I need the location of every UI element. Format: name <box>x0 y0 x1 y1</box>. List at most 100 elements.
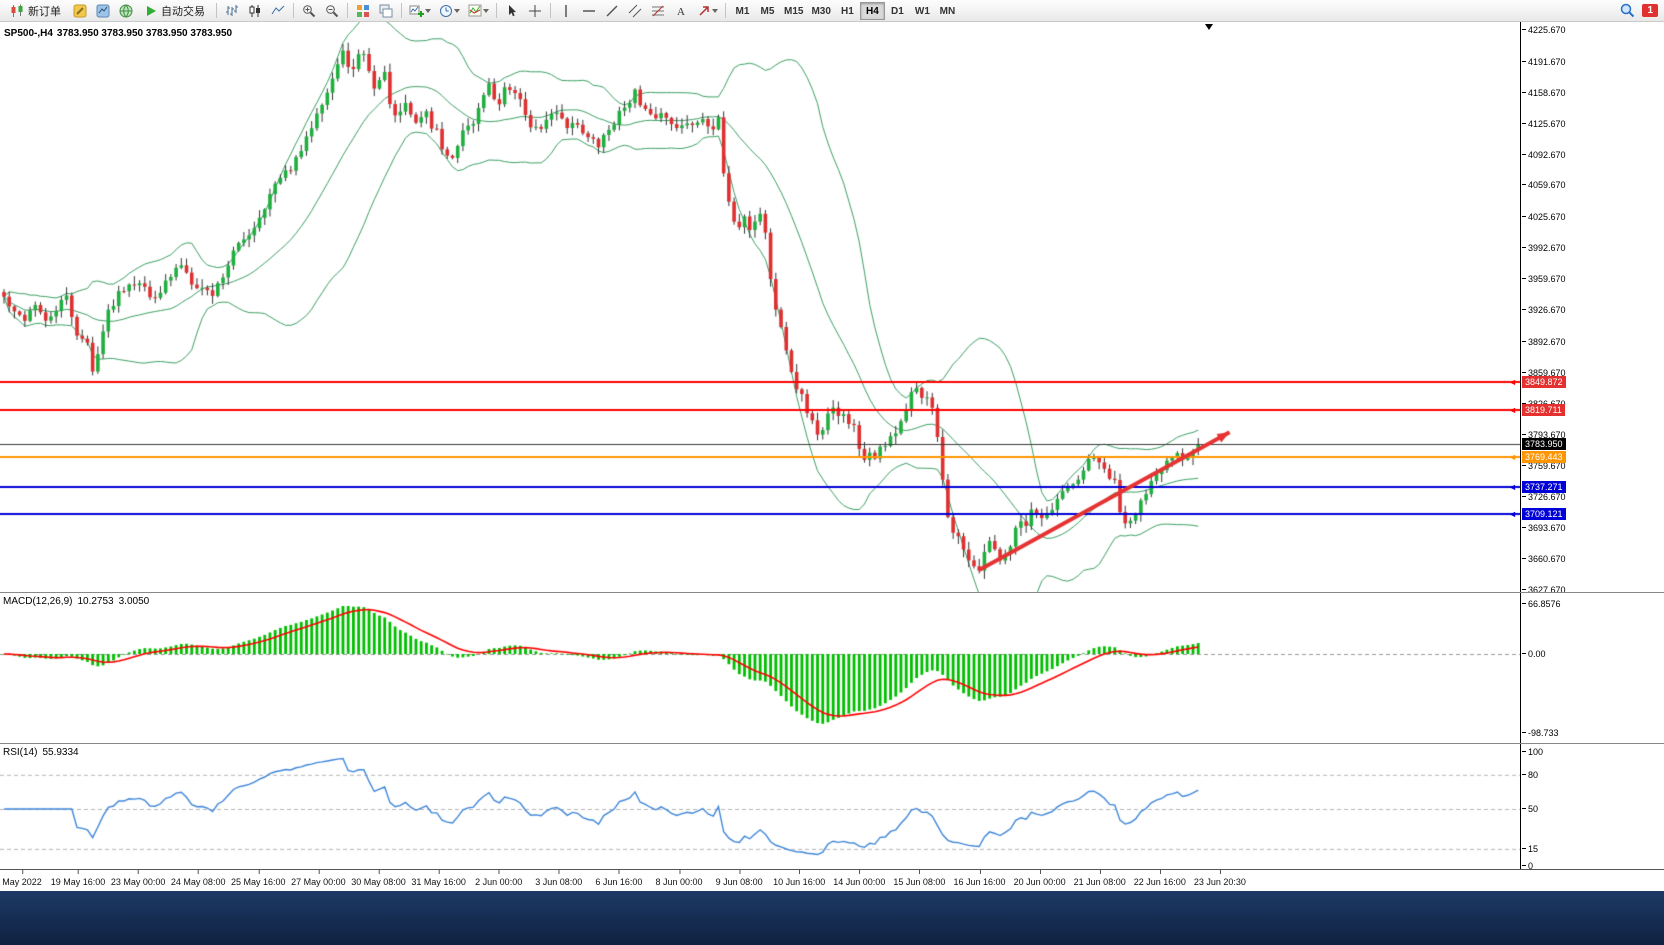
notifications-badge[interactable]: 1 <box>1642 4 1658 17</box>
tile-windows-icon <box>357 4 369 17</box>
rsi-label: RSI(14) 55.9334 <box>3 747 84 758</box>
price-axis-tick: 3992.670 <box>1522 243 1566 254</box>
line-marker-arrow-icon: ◄ <box>1508 452 1517 463</box>
time-axis-label: 21 Jun 08:00 <box>1073 870 1126 887</box>
time-axis-label: 10 Jun 16:00 <box>773 870 826 887</box>
trendline-button[interactable] <box>601 1 623 21</box>
fibonacci-button[interactable] <box>647 1 669 21</box>
macd-axis[interactable]: 66.8576 0.00 -98.733 <box>1520 593 1664 743</box>
rsi-axis-tick: 80 <box>1521 769 1539 780</box>
candlestick-chart-button[interactable] <box>244 1 266 21</box>
zoom-out-button[interactable] <box>321 1 343 21</box>
time-axis[interactable]: May 2022 19 May 16:00 23 May 00:00 24 May 0… <box>0 869 1664 891</box>
price-axis-tick: 3892.670 <box>1522 336 1566 347</box>
fibonacci-icon <box>652 5 664 16</box>
rsi-axis-tick: 50 <box>1521 804 1539 814</box>
taskbar <box>0 891 1664 945</box>
horizontal-line-button[interactable] <box>578 1 600 21</box>
symbol-ohlc-label: SP500-,H4 3783.950 3783.950 3783.950 3783… <box>4 28 236 39</box>
macd-value: 10.2753 <box>77 596 114 607</box>
price-axis-tick: 3759.670 <box>1522 461 1566 472</box>
time-axis-label: 23 May 00:00 <box>110 870 166 887</box>
time-axis-label: 19 May 16:00 <box>50 870 106 887</box>
price-axis-tick: 3693.670 <box>1522 523 1566 534</box>
timeframe-h4-button[interactable]: H4 <box>859 2 885 21</box>
bar-chart-icon <box>226 4 238 16</box>
price-chart-canvas[interactable] <box>0 22 1520 592</box>
vertical-line-button[interactable] <box>555 1 577 21</box>
cascade-windows-icon <box>379 4 393 17</box>
timeframe-mn-button[interactable]: MN <box>935 2 960 20</box>
rsi-chart-canvas[interactable] <box>0 744 1520 869</box>
timeframe-m15-button[interactable]: M15 <box>780 2 807 20</box>
timeframe-d1-button[interactable]: D1 <box>885 2 910 20</box>
bar-chart-button[interactable] <box>221 1 243 21</box>
strategy-tester-button[interactable] <box>92 1 114 21</box>
price-level-tag: 3819.711 <box>1522 404 1565 417</box>
cascade-windows-button[interactable] <box>375 1 397 21</box>
macd-name: MACD(12,26,9) <box>3 596 73 607</box>
time-axis-label: 23 Jun 20:30 <box>1193 870 1246 887</box>
toolbar-separator <box>401 3 402 18</box>
metaeditor-button[interactable] <box>69 1 91 21</box>
text-button[interactable]: A <box>670 1 692 21</box>
timeframe-m5-button[interactable]: M5 <box>755 2 780 20</box>
price-level-tag: 3849.872 <box>1522 375 1566 388</box>
timeframe-m1-button[interactable]: M1 <box>730 2 755 20</box>
arrows-button[interactable] <box>693 1 721 21</box>
time-axis-label: 14 Jun 00:00 <box>833 870 886 887</box>
price-axis-tick: 3926.670 <box>1522 305 1566 315</box>
line-chart-icon <box>271 5 285 14</box>
time-axis-label: 16 Jun 16:00 <box>953 870 1006 887</box>
time-axis-label: 31 May 16:00 <box>411 870 466 887</box>
price-axis-tick: 3826.670 <box>1522 399 1566 409</box>
arrow-tool-icon <box>698 5 709 16</box>
timeframe-h1-button[interactable]: H1 <box>835 2 860 20</box>
timeframe-toolbar: M1 M5 M15 M30 H1 H4 D1 W1 MN <box>730 1 960 21</box>
periods-button[interactable] <box>435 1 463 21</box>
autotrading-button[interactable]: 自动交易 <box>138 1 212 21</box>
search-icon <box>1620 3 1635 18</box>
macd-label: MACD(12,26,9) 10.2753 3.0050 <box>3 596 154 607</box>
channel-icon <box>628 4 642 17</box>
toolbar-separator <box>496 3 497 18</box>
price-axis[interactable]: 4225.670 4191.670 4158.670 4125.670 4092.670… <box>1520 22 1664 595</box>
metaeditor-icon <box>73 4 87 17</box>
line-marker-arrow-icon: ◄ <box>1508 405 1517 416</box>
cursor-button[interactable] <box>501 1 523 21</box>
time-axis-label: 9 Jun 08:00 <box>715 870 763 887</box>
crosshair-button[interactable] <box>524 1 546 21</box>
toolbar-separator <box>550 3 551 18</box>
price-axis-tick: 4092.670 <box>1522 149 1566 160</box>
rsi-axis-tick: 0 <box>1521 861 1534 871</box>
timeframe-m30-button[interactable]: M30 <box>807 2 834 20</box>
chevron-down-icon <box>453 8 460 13</box>
chart-shift-marker-icon[interactable] <box>1205 24 1213 30</box>
new-chart-button[interactable] <box>406 1 434 21</box>
cursor-icon <box>509 4 516 16</box>
line-chart-button[interactable] <box>267 1 289 21</box>
new-order-button[interactable]: 新订单 <box>3 1 68 21</box>
macd-chart-canvas[interactable] <box>0 593 1520 743</box>
chevron-down-icon <box>711 8 718 13</box>
rsi-axis[interactable]: 100 80 50 15 0 <box>1520 744 1664 871</box>
price-axis-tick: 3793.670 <box>1522 429 1566 440</box>
time-axis-label: 27 May 00:00 <box>291 870 346 887</box>
search-button[interactable] <box>1616 1 1638 21</box>
price-axis-tick: 3627.670 <box>1522 585 1566 595</box>
vertical-line-icon <box>565 4 567 17</box>
rsi-axis-tick: 100 <box>1521 747 1544 757</box>
tile-windows-button[interactable] <box>352 1 374 21</box>
zoom-in-button[interactable] <box>298 1 320 21</box>
community-button[interactable] <box>115 1 137 21</box>
time-axis-label: 30 May 08:00 <box>351 870 406 887</box>
toolbar-separator <box>216 3 217 18</box>
zoom-in-icon <box>303 4 316 17</box>
timeframe-w1-button[interactable]: W1 <box>910 2 935 20</box>
new-chart-icon <box>409 5 424 17</box>
periods-clock-icon <box>439 4 452 17</box>
toolbar-separator <box>293 3 294 18</box>
time-axis-label: May 2022 <box>2 870 42 887</box>
channel-button[interactable] <box>624 1 646 21</box>
indicators-button[interactable] <box>464 1 492 21</box>
